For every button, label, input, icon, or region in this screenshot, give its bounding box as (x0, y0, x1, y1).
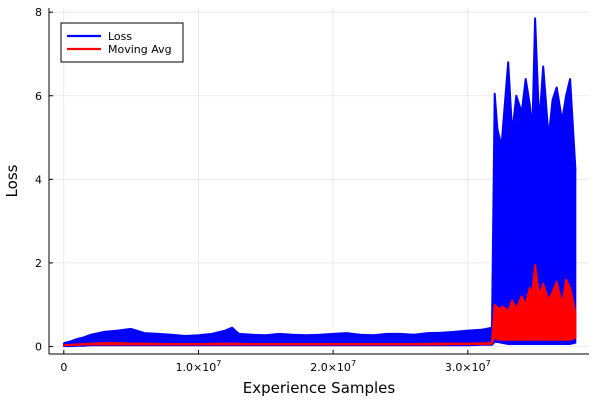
x-tick-label: 1.0×107 (176, 359, 222, 374)
x-tick-label: 0 (60, 361, 67, 374)
y-tick-label: 6 (35, 90, 42, 103)
legend-label-loss: Loss (108, 30, 132, 43)
y-axis-title: Loss (3, 164, 21, 197)
legend-label-moving-avg: Moving Avg (108, 43, 172, 56)
x-axis-title: Experience Samples (243, 379, 396, 397)
x-tick-label: 3.0×107 (445, 359, 491, 374)
legend: Loss Moving Avg (60, 22, 184, 63)
y-tick-label: 8 (35, 6, 42, 19)
y-tick-label: 2 (35, 257, 42, 270)
x-tick-label: 2.0×107 (310, 359, 356, 374)
legend-box (60, 22, 184, 63)
y-tick-label: 0 (35, 340, 42, 353)
ticks: 0 1.0×107 2.0×107 3.0×107 0 2 4 6 8 (35, 6, 491, 374)
plot-series (63, 17, 577, 348)
y-tick-label: 4 (35, 173, 42, 186)
plot-frame (48, 8, 589, 355)
series-moving-avg (63, 264, 577, 347)
